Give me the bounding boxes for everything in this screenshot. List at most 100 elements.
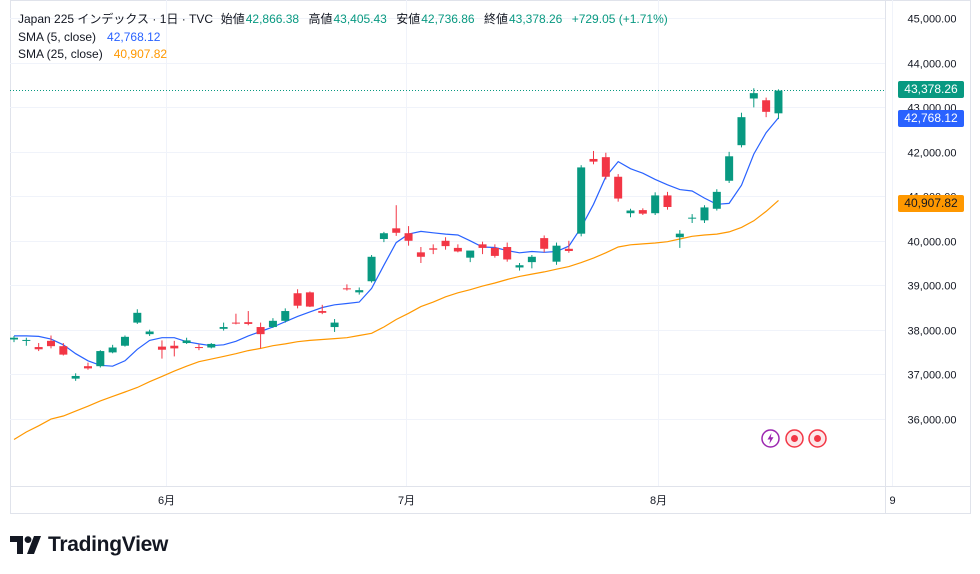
candle-body	[552, 245, 561, 262]
y-tick-label: 37,000.00	[908, 370, 957, 382]
high-label: 高値	[308, 12, 333, 26]
y-tick-label: 38,000.00	[908, 326, 957, 338]
candle-body	[34, 347, 43, 350]
candle-body	[194, 347, 203, 349]
candle-down	[404, 226, 413, 246]
candle-up	[675, 230, 684, 248]
candle-body	[10, 337, 18, 340]
candle-body	[749, 93, 758, 99]
sma25-value: 40,907.82	[113, 47, 168, 61]
close-label: 終値	[483, 12, 508, 26]
dot-icon[interactable]	[785, 429, 804, 448]
candle-body	[404, 233, 413, 241]
tradingview-logo-icon	[10, 536, 41, 554]
open-value: 42,866.38	[245, 12, 300, 26]
candle-up	[527, 255, 536, 269]
candle-body	[429, 248, 438, 250]
candle-body	[133, 312, 142, 323]
candle-body	[268, 320, 277, 328]
candle-down	[46, 335, 55, 349]
candle-up	[379, 231, 388, 243]
candle-body	[379, 233, 388, 240]
close-value: 43,378.26	[508, 12, 563, 26]
candle-body	[527, 256, 536, 263]
candle-up	[749, 88, 758, 108]
candle-body	[83, 366, 92, 369]
candle-body	[96, 351, 105, 367]
candle-down	[194, 343, 203, 351]
candle-up	[145, 329, 154, 336]
candle-body	[589, 158, 598, 162]
candle-body	[577, 167, 586, 234]
candle-body	[219, 327, 228, 329]
candle-up	[688, 214, 697, 223]
candle-body	[367, 256, 376, 282]
candle-body	[305, 292, 314, 307]
candle-down	[305, 291, 314, 308]
candle-up	[133, 309, 142, 324]
low-label: 安値	[396, 12, 421, 26]
candle-down	[540, 235, 549, 253]
candle-up	[71, 373, 80, 381]
candle-body	[108, 347, 117, 353]
candle-body	[46, 340, 55, 347]
candle-down	[762, 97, 771, 118]
candle-down	[256, 322, 265, 349]
chart-frame[interactable]: 36,000.00 37,000.00 38,000.00 39,000.00 40,0…	[10, 0, 971, 514]
candle-up	[207, 343, 216, 349]
candle-body	[120, 336, 129, 346]
candle-body	[774, 90, 783, 114]
last-price-tag: 43,378.26	[898, 81, 964, 98]
price-chart[interactable]: 36,000.00 37,000.00 38,000.00 39,000.00 40,0…	[10, 0, 971, 514]
candle-body	[663, 195, 672, 207]
lightning-icon[interactable]	[761, 429, 780, 448]
candle-body	[281, 311, 290, 321]
candle-body	[330, 322, 339, 328]
candle-body	[71, 375, 80, 379]
candle-body	[564, 248, 573, 252]
sma5-price-tag: 42,768.12	[898, 110, 964, 127]
candle-up	[355, 287, 364, 295]
candle-down	[59, 343, 68, 356]
candle-body	[416, 252, 425, 257]
candle-body	[712, 191, 721, 209]
candle-body	[515, 265, 524, 268]
candle-up	[737, 112, 746, 148]
symbol-title[interactable]: Japan 225 インデックス · 1日 · TVC	[18, 12, 214, 26]
candle-body	[145, 331, 154, 335]
candle-up	[712, 189, 721, 211]
candle-up	[466, 250, 475, 263]
sma25-legend[interactable]: SMA (25, close) 40,907.82	[18, 46, 167, 62]
dot-icon[interactable]	[808, 429, 827, 448]
candle-down	[564, 240, 573, 253]
candle-body	[342, 288, 351, 290]
candle-body	[675, 233, 684, 238]
candle-body	[626, 210, 635, 214]
candle-body	[441, 240, 450, 247]
candle-body	[392, 228, 401, 233]
candle-body	[601, 157, 610, 177]
candle-down	[244, 311, 253, 326]
candle-body	[157, 346, 166, 350]
sma5-legend[interactable]: SMA (5, close) 42,768.12	[18, 29, 160, 45]
x-tick-label: 6月	[158, 495, 175, 507]
candle-body	[182, 340, 191, 344]
candle-down	[318, 304, 327, 315]
candle-body	[762, 100, 771, 112]
candle-body	[59, 346, 68, 355]
sma5-value: 42,768.12	[107, 30, 161, 44]
x-tick-label: 8月	[650, 495, 667, 507]
candle-down	[503, 242, 512, 262]
candle-down	[157, 340, 166, 359]
tradingview-logo[interactable]: TradingView	[10, 531, 168, 559]
candle-body	[355, 290, 364, 293]
x-tick-label: 7月	[398, 495, 415, 507]
sma25-layer	[13, 199, 779, 441]
candle-down	[392, 205, 401, 236]
ohlc-legend: Japan 225 インデックス · 1日 · TVC 始値42,866.38 …	[18, 11, 674, 27]
candle-up	[626, 208, 635, 218]
candle-down	[638, 208, 647, 215]
y-tick-label: 44,000.00	[908, 59, 957, 71]
open-label: 始値	[220, 12, 245, 26]
candle-down	[490, 244, 499, 258]
